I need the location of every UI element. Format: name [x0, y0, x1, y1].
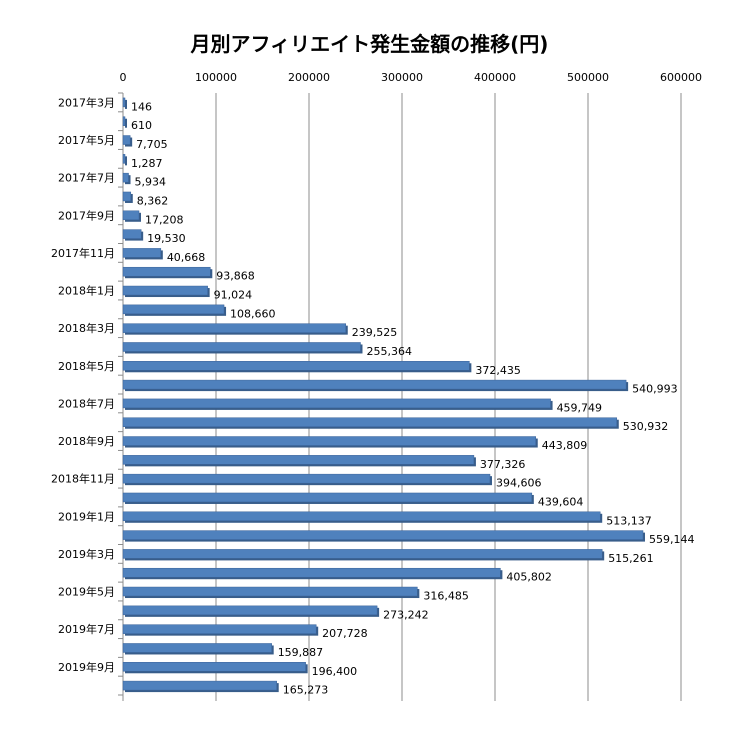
data-label: 40,668 [167, 251, 206, 264]
bar [122, 662, 306, 672]
y-tick-label: 2018年9月 [58, 434, 115, 448]
y-tick-label: 2019年1月 [58, 509, 115, 523]
data-label: 372,435 [475, 364, 521, 377]
y-tick-label: 2019年5月 [58, 585, 115, 599]
data-label: 273,242 [383, 608, 429, 621]
chart-title: 月別アフィリエイト発生金額の推移(円) [190, 32, 549, 56]
x-tick-label: 300000 [381, 71, 423, 84]
bar [122, 473, 491, 484]
x-tick-label: 100000 [195, 71, 237, 84]
data-label: 255,364 [366, 345, 412, 358]
y-tick-label: 2018年1月 [58, 284, 115, 298]
y-tick-label: 2017年5月 [58, 133, 115, 147]
bar [122, 135, 131, 145]
data-label: 459,749 [557, 401, 603, 414]
bar [122, 172, 129, 183]
bar-shadow [125, 156, 127, 166]
data-label: 239,525 [352, 326, 398, 339]
data-label: 513,137 [606, 514, 652, 527]
data-label: 439,604 [538, 495, 584, 508]
bar [122, 680, 277, 691]
y-tick-label: 2017年3月 [58, 95, 115, 109]
data-label: 17,208 [145, 213, 184, 226]
data-label: 159,887 [278, 646, 324, 659]
bar [122, 342, 361, 352]
bar [122, 285, 208, 296]
data-label: 377,326 [480, 458, 526, 471]
bar [122, 379, 627, 390]
bar [122, 361, 470, 371]
data-label: 394,606 [496, 477, 542, 490]
y-tick-label: 2017年11月 [51, 246, 115, 260]
bar [122, 549, 603, 559]
bar-shadow [125, 118, 127, 128]
x-tick-label: 200000 [288, 71, 330, 84]
data-label: 108,660 [230, 307, 276, 320]
y-tick-label: 2019年3月 [58, 547, 115, 561]
data-label: 8,362 [137, 194, 169, 207]
data-label: 443,809 [542, 439, 588, 452]
x-tick-label: 600000 [660, 71, 702, 84]
y-tick-label: 2018年5月 [58, 359, 115, 373]
data-label: 93,868 [216, 270, 255, 283]
y-tick-label: 2019年7月 [58, 622, 115, 636]
data-label: 165,273 [283, 684, 329, 697]
bar [122, 624, 317, 634]
data-label: 1,287 [131, 157, 163, 170]
bar [122, 455, 475, 465]
bar [122, 266, 211, 277]
bar-shadow [125, 99, 127, 109]
bar [122, 492, 533, 503]
bar [122, 304, 225, 315]
bar [122, 248, 162, 258]
data-label: 146 [131, 100, 152, 113]
data-label: 540,993 [632, 383, 678, 396]
bar [122, 398, 551, 409]
y-tick-label: 2018年11月 [51, 472, 115, 486]
data-label: 610 [131, 119, 152, 132]
data-label: 5,934 [135, 176, 167, 189]
x-tick-labels: 0 100000 200000 300000 400000 500000 600000 [120, 71, 703, 84]
x-tick-label: 400000 [474, 71, 516, 84]
bar [122, 210, 140, 221]
bar [122, 97, 126, 108]
data-label: 515,261 [608, 552, 654, 565]
x-tick-label: 0 [120, 71, 127, 84]
bar [122, 511, 601, 522]
data-label: 530,932 [623, 420, 669, 433]
y-tick-label: 2019年9月 [58, 660, 115, 674]
y-tick-label: 2018年7月 [58, 396, 115, 410]
bar [122, 417, 618, 427]
x-tick-label: 500000 [567, 71, 609, 84]
bar [122, 605, 378, 616]
data-label: 559,144 [649, 533, 695, 546]
data-label: 19,530 [147, 232, 186, 245]
y-tick-label: 2018年3月 [58, 321, 115, 335]
data-label: 91,024 [214, 289, 253, 302]
bar [122, 436, 536, 446]
bar [122, 116, 126, 126]
data-label: 196,400 [312, 665, 358, 678]
data-label: 316,485 [423, 590, 469, 603]
bars [122, 97, 646, 693]
bar [122, 191, 132, 202]
y-tick-label: 2017年7月 [58, 171, 115, 185]
bar [122, 586, 418, 597]
bar [122, 530, 644, 540]
bar [122, 323, 347, 333]
axes [118, 92, 124, 701]
bar [122, 567, 501, 578]
bar [122, 643, 272, 653]
y-tick-label: 2017年9月 [58, 208, 115, 222]
data-label: 207,728 [322, 627, 368, 640]
data-labels: 146 610 7,705 1,287 5,934 8,362 17,208 19,530 40… [131, 100, 695, 696]
bar [122, 154, 126, 164]
data-label: 405,802 [506, 571, 552, 584]
gridlines [215, 93, 682, 701]
data-label: 7,705 [136, 138, 168, 151]
bar [122, 229, 142, 239]
y-tick-labels: 2017年3月 2017年5月 2017年7月 2017年9月 2017年11月 2018… [51, 95, 115, 673]
